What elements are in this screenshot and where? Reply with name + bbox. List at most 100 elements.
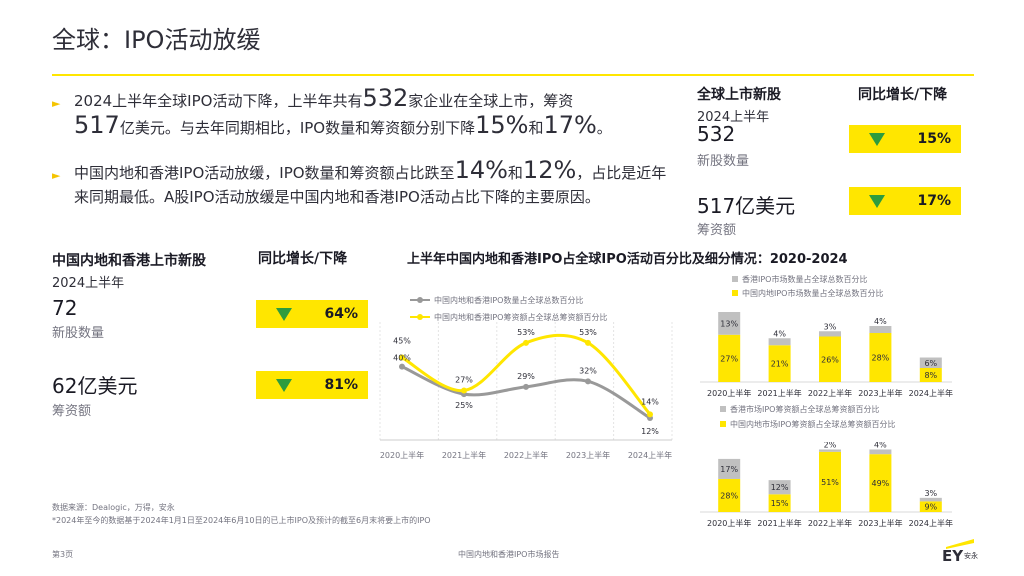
bullet-1-funds-pct: 17% [543, 111, 597, 139]
bar-segment-mainland [869, 454, 892, 512]
bar-label-mainland: 28% [720, 491, 738, 500]
x-tick-label: 2023上半年 [858, 388, 902, 398]
cn-kpi-funds: 62亿美元 [52, 374, 138, 398]
page-number: 第3页 [52, 550, 74, 559]
bar-label-mainland: 15% [771, 499, 789, 508]
legend-swatch-1 [732, 276, 738, 282]
bar-label-hk: 6% [924, 359, 937, 368]
bar-label-mainland: 49% [872, 479, 890, 488]
ey-logo-text: EY [942, 547, 964, 565]
bullet-2-count-pct: 14% [454, 156, 508, 184]
data-label: 12% [641, 427, 659, 436]
legend-label-funds-2: 中国内地市场IPO筹资额占全球总筹资额百分比 [730, 419, 895, 429]
cn-kpi-funds-change: 81% [256, 371, 368, 399]
legend-label-2: 中国内地和香港IPO筹资额占全球总筹资额百分比 [434, 312, 607, 322]
data-point [461, 387, 467, 394]
cn-kpi-period: 2024上半年 [52, 276, 125, 291]
data-point [647, 411, 653, 418]
bullet-2-text-b: ，占比是近年来同期最低。A股IPO活动放缓是中国内地和香港IPO活动占比下降的主… [74, 164, 667, 206]
down-triangle-icon [276, 379, 292, 392]
x-tick-label: 2024上半年 [628, 450, 672, 460]
global-kpi-count-change-value: 15% [917, 131, 951, 147]
global-kpi-funds-change-value: 17% [917, 193, 951, 209]
data-point [523, 383, 529, 390]
bar-chart-funds: 28% 17% 2020上半年 15% 12% 2021上半年 51% 2% 2022上半年 49… [700, 442, 953, 528]
x-tick-label: 2023上半年 [858, 518, 902, 528]
cn-kpi-count: 72 [52, 296, 78, 320]
data-label: 32% [579, 366, 597, 375]
bar-label-mainland: 8% [924, 371, 937, 380]
bullet-1-end: 。 [596, 119, 612, 137]
data-label: 14% [641, 397, 659, 406]
data-point [585, 378, 591, 385]
global-kpi-count: 532 [697, 122, 736, 146]
legend-swatch-funds-1 [720, 406, 726, 412]
bar-label-hk: 13% [720, 319, 738, 328]
ey-logo-mark [946, 539, 974, 549]
bullet-1-ipo-count: 532 [362, 84, 409, 112]
cn-kpi-funds-change-value: 81% [324, 377, 358, 393]
bullet-1: ► 2024上半年全球IPO活动下降，上半年共有532家企业在全球上市，筹资 5… [52, 86, 672, 140]
bullet-1-funds: 517 [74, 111, 120, 139]
data-label: 40% [393, 354, 411, 363]
line-chart: 中国内地和香港IPO数量占全球总数百分比中国内地和香港IPO筹资额占全球总筹资额… [379, 295, 673, 460]
x-tick-label: 2020上半年 [380, 450, 424, 460]
bar-label-mainland: 28% [872, 354, 890, 363]
legend-label-2: 中国内地IPO市场数量占全球总数百分比 [742, 288, 883, 298]
bar-segment-mainland [819, 336, 841, 382]
cn-kpi-heading: 中国内地和香港上市新股 [52, 253, 206, 269]
data-point [523, 339, 529, 346]
legend-label-1: 香港IPO市场数量占全球总数百分比 [742, 274, 867, 284]
global-kpi-heading: 全球上市新股 [697, 87, 781, 103]
bar-label-mainland: 26% [821, 355, 839, 364]
bar-segment-hk [718, 458, 741, 479]
global-kpi-funds: 517亿美元 [697, 194, 796, 218]
bar-label-mainland: 27% [720, 354, 738, 363]
bar-label-hk: 4% [874, 442, 887, 449]
report-name: 中国内地和香港IPO市场报告 [458, 550, 560, 559]
bar-segment-hk [768, 338, 791, 346]
x-tick-label: 2024上半年 [909, 388, 953, 398]
legend-swatch-2 [732, 290, 738, 296]
bullet-1-text-a: 2024上半年全球IPO活动下降，上半年共有 [74, 92, 363, 110]
bullet-arrow-icon: ► [52, 169, 61, 182]
x-tick-label: 2022上半年 [504, 450, 548, 460]
x-tick-label: 2024上半年 [909, 518, 953, 528]
x-tick-label: 2022上半年 [808, 518, 852, 528]
bullet-2-and: 和 [507, 164, 523, 182]
down-triangle-icon [869, 195, 885, 208]
bar-label-hk: 2% [824, 442, 837, 449]
x-tick-label: 2020上半年 [707, 518, 751, 528]
global-kpi-count-label: 新股数量 [697, 154, 750, 169]
global-kpi-change-heading: 同比增长/下降 [858, 87, 948, 103]
bar-segment-mainland [718, 334, 741, 382]
cn-kpi-count-label: 新股数量 [52, 326, 105, 341]
bullet-1-text-b: 家企业在全球上市，筹资 [408, 92, 574, 110]
bar-segment-hk [869, 326, 892, 333]
x-tick-label: 2023上半年 [566, 450, 610, 460]
bar-segment-hk [869, 449, 892, 455]
x-tick-label: 2022上半年 [808, 388, 852, 398]
bullet-2: ► 中国内地和香港IPO活动放缓，IPO数量和筹资额占比跌至14%和12%，占比… [52, 158, 672, 209]
x-tick-label: 2020上半年 [707, 388, 751, 398]
ey-logo-sub: 安永 [964, 552, 978, 560]
data-point [399, 363, 405, 370]
data-label: 27% [455, 376, 473, 385]
bar-segment-mainland [718, 478, 741, 512]
down-triangle-icon [276, 308, 292, 321]
page-title: 全球：IPO活动放缓 [52, 26, 261, 54]
data-label: 45% [393, 337, 411, 346]
footnote-date: *2024年至今的数据基于2024年1月1日至2024年6月10日的已上市IPO… [52, 516, 431, 525]
data-label: 25% [455, 401, 473, 410]
bar-segment-mainland [919, 501, 942, 512]
legend-marker-2 [417, 314, 423, 320]
cn-kpi-count-change: 64% [256, 300, 368, 328]
data-label: 53% [517, 328, 535, 337]
bar-label-hk: 12% [771, 483, 789, 492]
bar-segment-hk [819, 331, 841, 337]
bar-label-mainland: 21% [771, 360, 789, 369]
bar-segment-hk [819, 449, 841, 452]
footnote-source: 数据来源：Dealogic，万得，安永 [52, 503, 175, 512]
data-label: 53% [579, 328, 597, 337]
cn-kpi-change-heading: 同比增长/下降 [258, 251, 348, 267]
